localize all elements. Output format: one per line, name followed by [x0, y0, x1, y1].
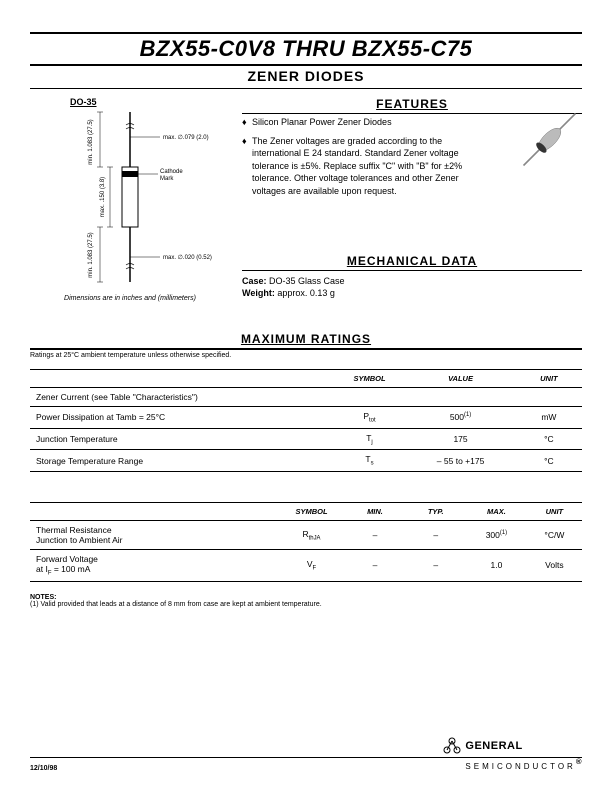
package-label: DO-35	[70, 97, 230, 107]
symbol-cell: RthJA	[278, 521, 344, 550]
rule-under-subtitle	[30, 88, 582, 89]
bullet-icon: ♦	[242, 116, 252, 129]
thermal-table: SYMBOL MIN. TYP. MAX. UNIT Thermal Resis…	[30, 502, 582, 582]
package-outline-drawing: min. 1.083 (27.5) max. .150 (3.8) min. 1…	[30, 107, 230, 287]
table-row: Junction Temperature Tj 175 °C	[30, 428, 582, 450]
typ-cell: –	[405, 521, 466, 550]
page-footer: 12/10/98 GENERAL SEMICONDUCTOR®	[30, 755, 582, 772]
table-header-row: SYMBOL VALUE UNIT	[30, 370, 582, 388]
value-cell: 500(1)	[405, 407, 515, 429]
value-cell: – 55 to +175	[405, 450, 515, 472]
max-cell: 300(1)	[466, 521, 527, 550]
max-cell: 1.0	[466, 550, 527, 582]
package-diagram-block: DO-35 min. 1.083 (27.5) max. .150 (3.8) …	[30, 97, 230, 302]
page-title: BZX55-C0V8 THRU BZX55-C75	[30, 36, 582, 62]
table-header-row: SYMBOL MIN. TYP. MAX. UNIT	[30, 503, 582, 521]
dim-body: max. .150 (3.8)	[100, 177, 106, 217]
ratings-condition-note: Ratings at 25°C ambient temperature unle…	[30, 352, 582, 359]
weight-value: approx. 0.13 g	[277, 288, 335, 298]
mechanical-block: Case: DO-35 Glass Case Weight: approx. 0…	[242, 275, 582, 300]
value-cell	[405, 388, 515, 407]
logo-text-bot: SEMICONDUCTOR	[465, 762, 575, 771]
product-photo	[517, 107, 582, 172]
dim-top-lead: min. 1.083 (27.5)	[88, 119, 94, 164]
symbol-cell: Ptot	[334, 407, 406, 429]
dim-lead-bot: max. ∅.020 (0.52)	[163, 254, 212, 261]
param-cell: Forward Voltageat IF = 100 mA	[30, 550, 278, 582]
notes-heading: NOTES:	[30, 594, 582, 601]
max-ratings-rule	[30, 348, 582, 350]
unit-cell: °C/W	[527, 521, 582, 550]
min-cell: –	[345, 550, 406, 582]
col-min: MIN.	[345, 503, 406, 521]
symbol-cell: Ts	[334, 450, 406, 472]
col-unit: UNIT	[527, 503, 582, 521]
bullet-icon: ♦	[242, 135, 252, 198]
table-row: Storage Temperature Range Ts – 55 to +17…	[30, 450, 582, 472]
col-symbol: SYMBOL	[334, 370, 406, 388]
weight-label: Weight:	[242, 288, 275, 298]
col-max: MAX.	[466, 503, 527, 521]
dimension-note: Dimensions are in inches and (millimeter…	[30, 295, 230, 302]
col-value: VALUE	[405, 370, 515, 388]
mechanical-rule	[242, 270, 582, 271]
rule-under-title	[30, 64, 582, 66]
unit-cell	[516, 388, 582, 407]
min-cell: –	[345, 521, 406, 550]
param-cell: Storage Temperature Range	[30, 450, 334, 472]
rule-top	[30, 32, 582, 34]
symbol-cell	[334, 388, 406, 407]
col-unit: UNIT	[516, 370, 582, 388]
dim-bot-lead: min. 1.083 (27.5)	[88, 232, 94, 277]
symbol-cell: Tj	[334, 428, 406, 450]
col-symbol: SYMBOL	[278, 503, 344, 521]
mechanical-heading: MECHANICAL DATA	[242, 254, 582, 268]
case-label: Case:	[242, 276, 267, 286]
unit-cell: °C	[516, 428, 582, 450]
value-cell: 175	[405, 428, 515, 450]
max-ratings-heading: MAXIMUM RATINGS	[30, 332, 582, 346]
registered-mark: ®	[576, 757, 582, 766]
feature-text: The Zener voltages are graded according …	[252, 135, 492, 198]
table-row: Forward Voltageat IF = 100 mA VF – – 1.0…	[30, 550, 582, 582]
col-typ: TYP.	[405, 503, 466, 521]
symbol-cell: VF	[278, 550, 344, 582]
unit-cell: °C	[516, 450, 582, 472]
typ-cell: –	[405, 550, 466, 582]
notes-body: (1) Valid provided that leads at a dista…	[30, 601, 582, 608]
param-cell: Zener Current (see Table "Characteristic…	[30, 388, 334, 407]
page-subtitle: ZENER DIODES	[30, 68, 582, 84]
param-cell: Power Dissipation at Tamb = 25°C	[30, 407, 334, 429]
footer-date: 12/10/98	[30, 765, 57, 772]
table-row: Power Dissipation at Tamb = 25°C Ptot 50…	[30, 407, 582, 429]
unit-cell: Volts	[527, 550, 582, 582]
case-value: DO-35 Glass Case	[269, 276, 345, 286]
param-cell: Junction Temperature	[30, 428, 334, 450]
logo-icon	[441, 735, 463, 757]
table-row: Zener Current (see Table "Characteristic…	[30, 388, 582, 407]
max-ratings-table: SYMBOL VALUE UNIT Zener Current (see Tab…	[30, 369, 582, 472]
company-logo: GENERAL SEMICONDUCTOR®	[441, 735, 582, 772]
cathode-mark-label: Cathode	[160, 169, 183, 175]
unit-cell: mW	[516, 407, 582, 429]
cathode-mark-label2: Mark	[160, 176, 174, 182]
dim-lead-top: max. ∅.079 (2.0)	[163, 134, 209, 141]
table-row: Thermal ResistanceJunction to Ambient Ai…	[30, 521, 582, 550]
param-cell: Thermal ResistanceJunction to Ambient Ai…	[30, 521, 278, 550]
logo-text-top: GENERAL	[465, 740, 522, 752]
